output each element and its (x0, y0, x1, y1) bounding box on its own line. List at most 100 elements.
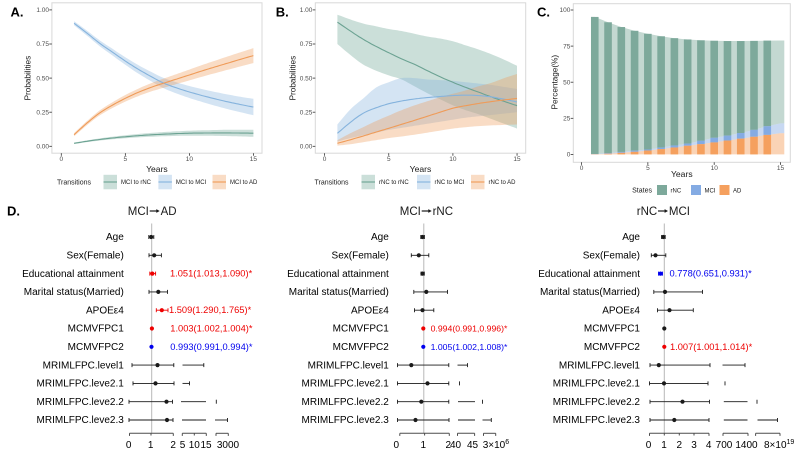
svg-text:15: 15 (250, 156, 258, 163)
svg-text:Years: Years (146, 164, 168, 174)
svg-text:5: 5 (123, 156, 127, 163)
svg-text:0.50: 0.50 (36, 75, 49, 82)
svg-text:Marital status(Married): Marital status(Married) (289, 287, 389, 298)
svg-text:MRIMLFPC.leve2.2: MRIMLFPC.leve2.2 (37, 397, 125, 408)
svg-text:0: 0 (567, 152, 571, 159)
svg-text:0: 0 (323, 156, 327, 163)
svg-text:D.: D. (7, 204, 20, 219)
svg-text:700: 700 (716, 440, 733, 450)
svg-text:Transitions: Transitions (315, 179, 349, 186)
svg-text:0.50: 0.50 (300, 75, 313, 82)
svg-text:MCMVFPC1: MCMVFPC1 (333, 324, 390, 335)
svg-text:45: 45 (467, 440, 479, 450)
svg-text:C.: C. (537, 5, 550, 20)
svg-text:1.007(1.001,1.014)*: 1.007(1.001,1.014)* (670, 342, 753, 352)
svg-text:1: 1 (421, 440, 427, 450)
svg-text:15: 15 (513, 156, 521, 163)
svg-text:MRIMLFPC.leve2.2: MRIMLFPC.leve2.2 (553, 397, 641, 408)
svg-text:rNC: rNC (671, 188, 682, 194)
svg-text:5: 5 (180, 440, 186, 450)
svg-text:APOEε4: APOEε4 (602, 305, 640, 316)
svg-text:rNC to rNC: rNC to rNC (379, 180, 409, 186)
svg-text:rNC: rNC (433, 206, 453, 218)
svg-text:MRIMLFPC.leve2.1: MRIMLFPC.leve2.1 (302, 379, 390, 390)
svg-text:0.994(0.991,0.996)*: 0.994(0.991,0.996)* (431, 324, 508, 334)
svg-text:1.509(1.290,1.765)*: 1.509(1.290,1.765)* (169, 305, 252, 315)
svg-text:Marital status(Married): Marital status(Married) (540, 287, 640, 298)
svg-text:10: 10 (186, 156, 194, 163)
svg-text:Age: Age (106, 232, 124, 243)
svg-text:0.25: 0.25 (36, 109, 49, 116)
svg-text:MCI: MCI (705, 188, 716, 194)
svg-text:MCI to rNC: MCI to rNC (121, 180, 152, 186)
svg-text:0: 0 (394, 440, 400, 450)
svg-text:Probabilities: Probabilities (289, 56, 298, 101)
svg-text:0.75: 0.75 (36, 41, 49, 48)
svg-text:0.00: 0.00 (300, 144, 313, 151)
svg-text:5: 5 (387, 156, 391, 163)
svg-text:MRIMLFPC.level1: MRIMLFPC.level1 (308, 360, 390, 371)
svg-text:APOEε4: APOEε4 (86, 305, 124, 316)
svg-text:100: 100 (560, 7, 571, 14)
svg-text:8×1019: 8×1019 (764, 439, 794, 450)
svg-text:1.00: 1.00 (300, 7, 313, 14)
svg-text:MCI: MCI (669, 206, 690, 218)
svg-text:Years: Years (410, 164, 432, 174)
svg-text:10: 10 (711, 165, 719, 172)
svg-text:2: 2 (677, 440, 683, 450)
svg-text:Sex(Female): Sex(Female) (332, 251, 389, 262)
svg-text:MRIMLFPC.leve2.3: MRIMLFPC.leve2.3 (302, 415, 390, 426)
svg-text:1.003(1.002,1.004)*: 1.003(1.002,1.004)* (170, 324, 253, 334)
svg-text:0: 0 (646, 440, 652, 450)
svg-text:Educational attainment: Educational attainment (538, 269, 640, 280)
svg-text:75: 75 (563, 43, 571, 50)
svg-text:Sex(Female): Sex(Female) (583, 251, 640, 262)
svg-text:0.75: 0.75 (300, 41, 313, 48)
svg-text:Years: Years (671, 169, 693, 179)
svg-text:MCI to AD: MCI to AD (230, 180, 258, 186)
svg-text:rNC to AD: rNC to AD (489, 180, 517, 186)
svg-text:Educational attainment: Educational attainment (22, 269, 124, 280)
svg-text:0.993(0.991,0.994)*: 0.993(0.991,0.994)* (170, 342, 253, 352)
svg-text:MRIMLFPC.leve2.1: MRIMLFPC.leve2.1 (553, 379, 641, 390)
svg-text:MCMVFPC1: MCMVFPC1 (68, 324, 125, 335)
svg-text:MCI: MCI (128, 206, 149, 218)
svg-text:MRIMLFPC.leve2.3: MRIMLFPC.leve2.3 (37, 415, 125, 426)
svg-text:Transitions: Transitions (57, 179, 91, 186)
svg-text:2: 2 (170, 440, 176, 450)
svg-text:MRIMLFPC.leve2.1: MRIMLFPC.leve2.1 (37, 379, 125, 390)
svg-text:MCI to MCI: MCI to MCI (176, 180, 207, 186)
svg-text:A.: A. (11, 5, 24, 20)
svg-text:10: 10 (189, 440, 201, 450)
svg-text:Percentage(%): Percentage(%) (551, 55, 560, 110)
svg-text:rNC to MCI: rNC to MCI (435, 180, 465, 186)
svg-text:MCMVFPC2: MCMVFPC2 (68, 342, 125, 353)
svg-text:50: 50 (563, 79, 571, 86)
svg-text:0: 0 (59, 156, 63, 163)
svg-text:MRIMLFPC.level1: MRIMLFPC.level1 (559, 360, 641, 371)
svg-text:4: 4 (706, 440, 712, 450)
svg-text:Educational attainment: Educational attainment (287, 269, 389, 280)
svg-text:25: 25 (563, 116, 571, 123)
svg-text:Sex(Female): Sex(Female) (67, 251, 124, 262)
svg-text:10: 10 (449, 156, 457, 163)
svg-text:B.: B. (276, 5, 289, 20)
svg-text:Marital status(Married): Marital status(Married) (24, 287, 124, 298)
svg-text:5: 5 (646, 165, 650, 172)
svg-text:2: 2 (446, 440, 452, 450)
svg-text:1.005(1.002,1.008)*: 1.005(1.002,1.008)* (431, 342, 508, 352)
svg-text:3×106: 3×106 (483, 439, 510, 450)
svg-text:Age: Age (371, 232, 389, 243)
svg-text:MCMVFPC2: MCMVFPC2 (333, 342, 390, 353)
svg-text:1: 1 (148, 440, 154, 450)
svg-text:APOEε4: APOEε4 (351, 305, 389, 316)
svg-text:0.778(0.651,0.931)*: 0.778(0.651,0.931)* (670, 269, 753, 279)
svg-text:0: 0 (126, 440, 132, 450)
svg-text:AD: AD (161, 206, 177, 218)
svg-text:1400: 1400 (735, 440, 758, 450)
svg-text:MRIMLFPC.leve2.3: MRIMLFPC.leve2.3 (553, 415, 641, 426)
svg-text:3000: 3000 (217, 440, 240, 450)
svg-text:MCMVFPC2: MCMVFPC2 (584, 342, 641, 353)
svg-text:3: 3 (691, 440, 697, 450)
svg-text:40: 40 (450, 440, 462, 450)
